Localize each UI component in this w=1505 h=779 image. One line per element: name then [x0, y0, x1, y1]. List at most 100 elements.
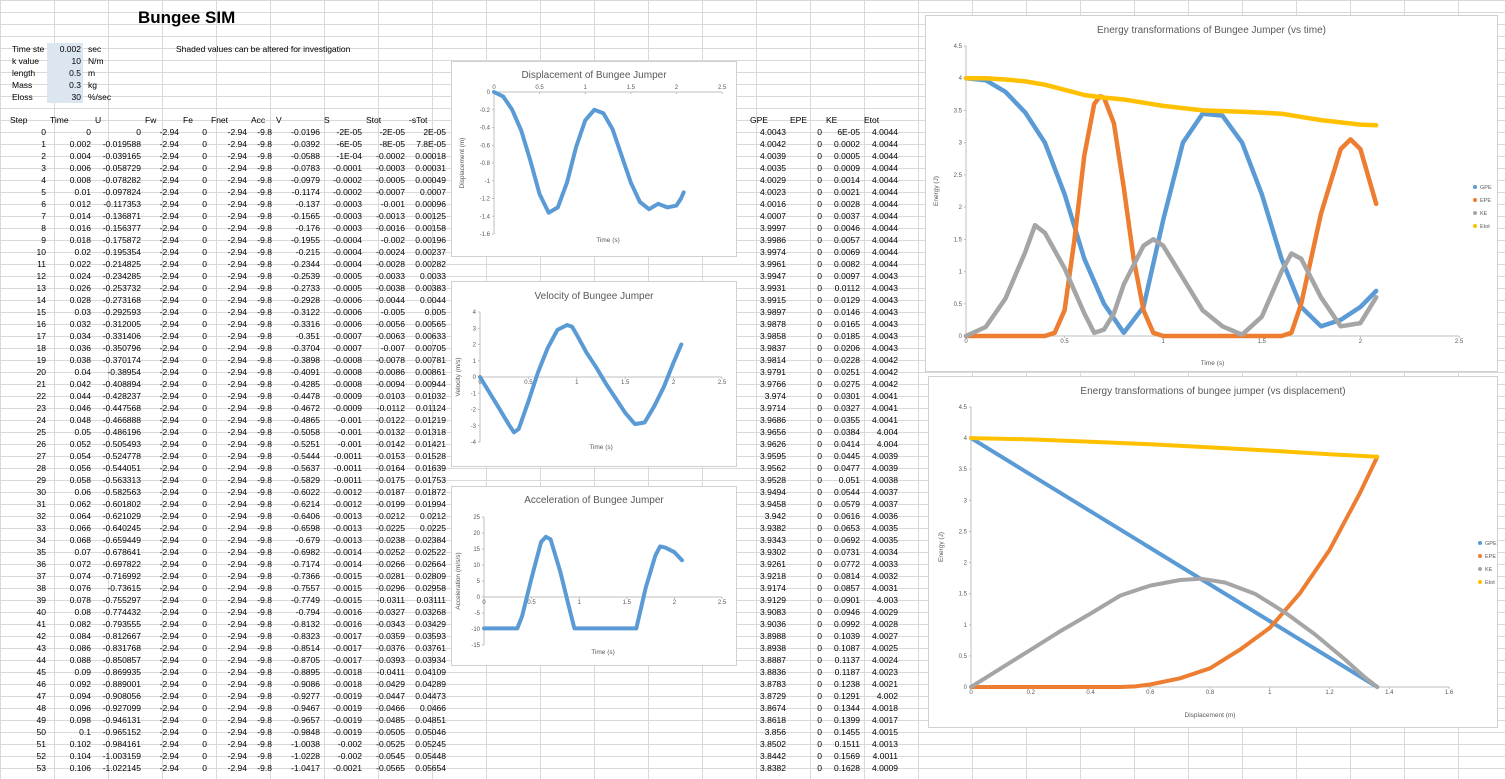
energy-table-cell[interactable]: 4.0009 — [872, 763, 898, 773]
sim-table-cell[interactable]: -2.94 — [159, 283, 179, 293]
sim-table-cell[interactable]: 20 — [36, 367, 46, 377]
energy-table-cell[interactable]: 0 — [817, 463, 822, 473]
energy-table-cell[interactable]: 4.0035 — [872, 523, 898, 533]
sim-table-cell[interactable]: -0.0014 — [333, 559, 362, 569]
sim-table-cell[interactable]: 0.028 — [69, 295, 91, 305]
energy-table-cell[interactable]: 0.0037 — [834, 211, 860, 221]
sim-table-cell[interactable]: -0.0359 — [376, 631, 405, 641]
sim-table-cell[interactable]: -0.505493 — [102, 439, 141, 449]
energy-table-cell[interactable]: 0.0579 — [834, 499, 860, 509]
sim-table-cell[interactable]: 0 — [202, 415, 207, 425]
sim-table-cell[interactable]: 0 — [202, 379, 207, 389]
sim-table-cell[interactable]: 0.01994 — [415, 499, 446, 509]
sim-table-cell[interactable]: 0 — [202, 703, 207, 713]
sim-table-cell[interactable]: -9.8 — [257, 739, 272, 749]
sim-table-cell[interactable]: 0 — [202, 271, 207, 281]
sim-table-cell[interactable]: -0.946131 — [102, 715, 141, 725]
energy-table-cell[interactable]: 0 — [817, 619, 822, 629]
sim-table-cell[interactable]: 0.044 — [69, 391, 91, 401]
sim-table-cell[interactable]: -2.94 — [227, 583, 247, 593]
energy-table-cell[interactable]: 4.0043 — [872, 307, 898, 317]
sim-table-header-cell[interactable]: V — [276, 115, 282, 125]
energy-table-cell[interactable]: 4.003 — [876, 595, 898, 605]
sim-table-cell[interactable]: -2.94 — [159, 211, 179, 221]
sim-table-cell[interactable]: -0.408894 — [102, 379, 141, 389]
sim-table-cell[interactable]: 28 — [36, 463, 46, 473]
energy-table-cell[interactable]: 4.0044 — [872, 259, 898, 269]
sim-table-cell[interactable]: 0.03593 — [415, 631, 446, 641]
energy-table-cell[interactable]: 0.0653 — [834, 523, 860, 533]
sim-table-cell[interactable]: -0.312005 — [102, 319, 141, 329]
energy-table-cell[interactable]: 0.0097 — [834, 271, 860, 281]
sim-table-cell[interactable]: -2.94 — [159, 595, 179, 605]
sim-table-cell[interactable]: 0.00383 — [415, 283, 446, 293]
sim-table-cell[interactable]: -0.4091 — [291, 367, 320, 377]
energy-table-cell[interactable]: 0.0946 — [834, 607, 860, 617]
sim-table-cell[interactable]: -9.8 — [257, 727, 272, 737]
sim-table-cell[interactable]: -0.0015 — [333, 571, 362, 581]
sim-table-cell[interactable]: 0 — [202, 751, 207, 761]
sim-table-cell[interactable]: -9.8 — [257, 271, 272, 281]
sim-table-cell[interactable]: -0.5829 — [291, 475, 320, 485]
sim-table-cell[interactable]: -2.94 — [227, 187, 247, 197]
sim-table-cell[interactable]: 46 — [36, 679, 46, 689]
sim-table-header-cell[interactable]: Acc — [251, 115, 266, 125]
sim-table-cell[interactable]: 0 — [202, 679, 207, 689]
sim-table-cell[interactable]: -2.94 — [159, 547, 179, 557]
sim-table-cell[interactable]: -0.331406 — [102, 331, 141, 341]
sim-table-cell[interactable]: -0.0008 — [333, 379, 362, 389]
energy-table-cell[interactable]: 4.0039 — [872, 463, 898, 473]
sim-table-cell[interactable]: -2.94 — [227, 691, 247, 701]
sim-table-cell[interactable]: -0.908056 — [102, 691, 141, 701]
energy-table-cell[interactable]: 0.0251 — [834, 367, 860, 377]
sim-table-cell[interactable]: -0.927099 — [102, 703, 141, 713]
sim-table-cell[interactable]: 0.03268 — [415, 607, 446, 617]
sim-table-cell[interactable]: -0.0112 — [376, 403, 405, 413]
sim-table-cell[interactable]: 0.032 — [69, 319, 91, 329]
sim-table-cell[interactable]: -2.94 — [227, 763, 247, 773]
param-value-mass[interactable]: 0.3 — [47, 79, 83, 91]
energy-table-cell[interactable]: 4.0043 — [760, 127, 786, 137]
sim-table-cell[interactable]: -0.0588 — [291, 151, 320, 161]
sim-table-cell[interactable]: -2.94 — [227, 343, 247, 353]
sim-table-cell[interactable]: -0.019588 — [102, 139, 141, 149]
sim-table-cell[interactable]: 0.034 — [69, 331, 91, 341]
sim-table-cell[interactable]: 0 — [202, 427, 207, 437]
sim-table-cell[interactable]: 0 — [202, 523, 207, 533]
param-value-k[interactable]: 10 — [47, 55, 83, 67]
sim-table-cell[interactable]: -9.8 — [257, 415, 272, 425]
sim-table-cell[interactable]: 17 — [36, 331, 46, 341]
sim-table-cell[interactable]: -0.0009 — [333, 403, 362, 413]
sim-table-cell[interactable]: 0.036 — [69, 343, 91, 353]
sim-table-cell[interactable]: -0.351 — [295, 331, 320, 341]
sim-table-cell[interactable]: -0.0006 — [333, 307, 362, 317]
sim-table-cell[interactable]: 0.062 — [69, 499, 91, 509]
sim-table-cell[interactable]: 6 — [41, 199, 46, 209]
sim-table-cell[interactable]: 0.102 — [69, 739, 91, 749]
sim-table-cell[interactable]: -0.0007 — [333, 331, 362, 341]
sim-table-cell[interactable]: -2.94 — [227, 619, 247, 629]
sim-table-cell[interactable]: -0.601802 — [102, 499, 141, 509]
sim-table-cell[interactable]: -0.0018 — [333, 667, 362, 677]
sim-table-cell[interactable]: -0.002 — [337, 751, 362, 761]
energy-table-cell[interactable]: 0 — [817, 127, 822, 137]
sim-table-cell[interactable]: -0.0429 — [376, 679, 405, 689]
energy-table-cell[interactable]: 3.8988 — [760, 631, 786, 641]
sim-table-cell[interactable]: 0 — [202, 355, 207, 365]
sim-table-cell[interactable]: -9.8 — [257, 511, 272, 521]
sim-table-cell[interactable]: 0 — [202, 403, 207, 413]
sim-table-cell[interactable]: -2.94 — [227, 667, 247, 677]
energy-table-cell[interactable]: 0 — [817, 667, 822, 677]
energy-table-cell[interactable]: 4.0043 — [872, 343, 898, 353]
sim-table-cell[interactable]: 0.00158 — [415, 223, 446, 233]
sim-table-cell[interactable]: -0.8895 — [291, 667, 320, 677]
sim-table-cell[interactable]: -0.234285 — [102, 271, 141, 281]
sim-table-cell[interactable]: -0.0007 — [376, 187, 405, 197]
energy-table-cell[interactable]: 3.8938 — [760, 643, 786, 653]
sim-table-cell[interactable]: -2.94 — [227, 199, 247, 209]
sim-table-cell[interactable]: -2.94 — [227, 415, 247, 425]
sim-table-cell[interactable]: -0.8514 — [291, 643, 320, 653]
sim-table-cell[interactable]: -0.2539 — [291, 271, 320, 281]
sim-table-cell[interactable]: 0.072 — [69, 559, 91, 569]
sim-table-cell[interactable]: -2.94 — [159, 319, 179, 329]
